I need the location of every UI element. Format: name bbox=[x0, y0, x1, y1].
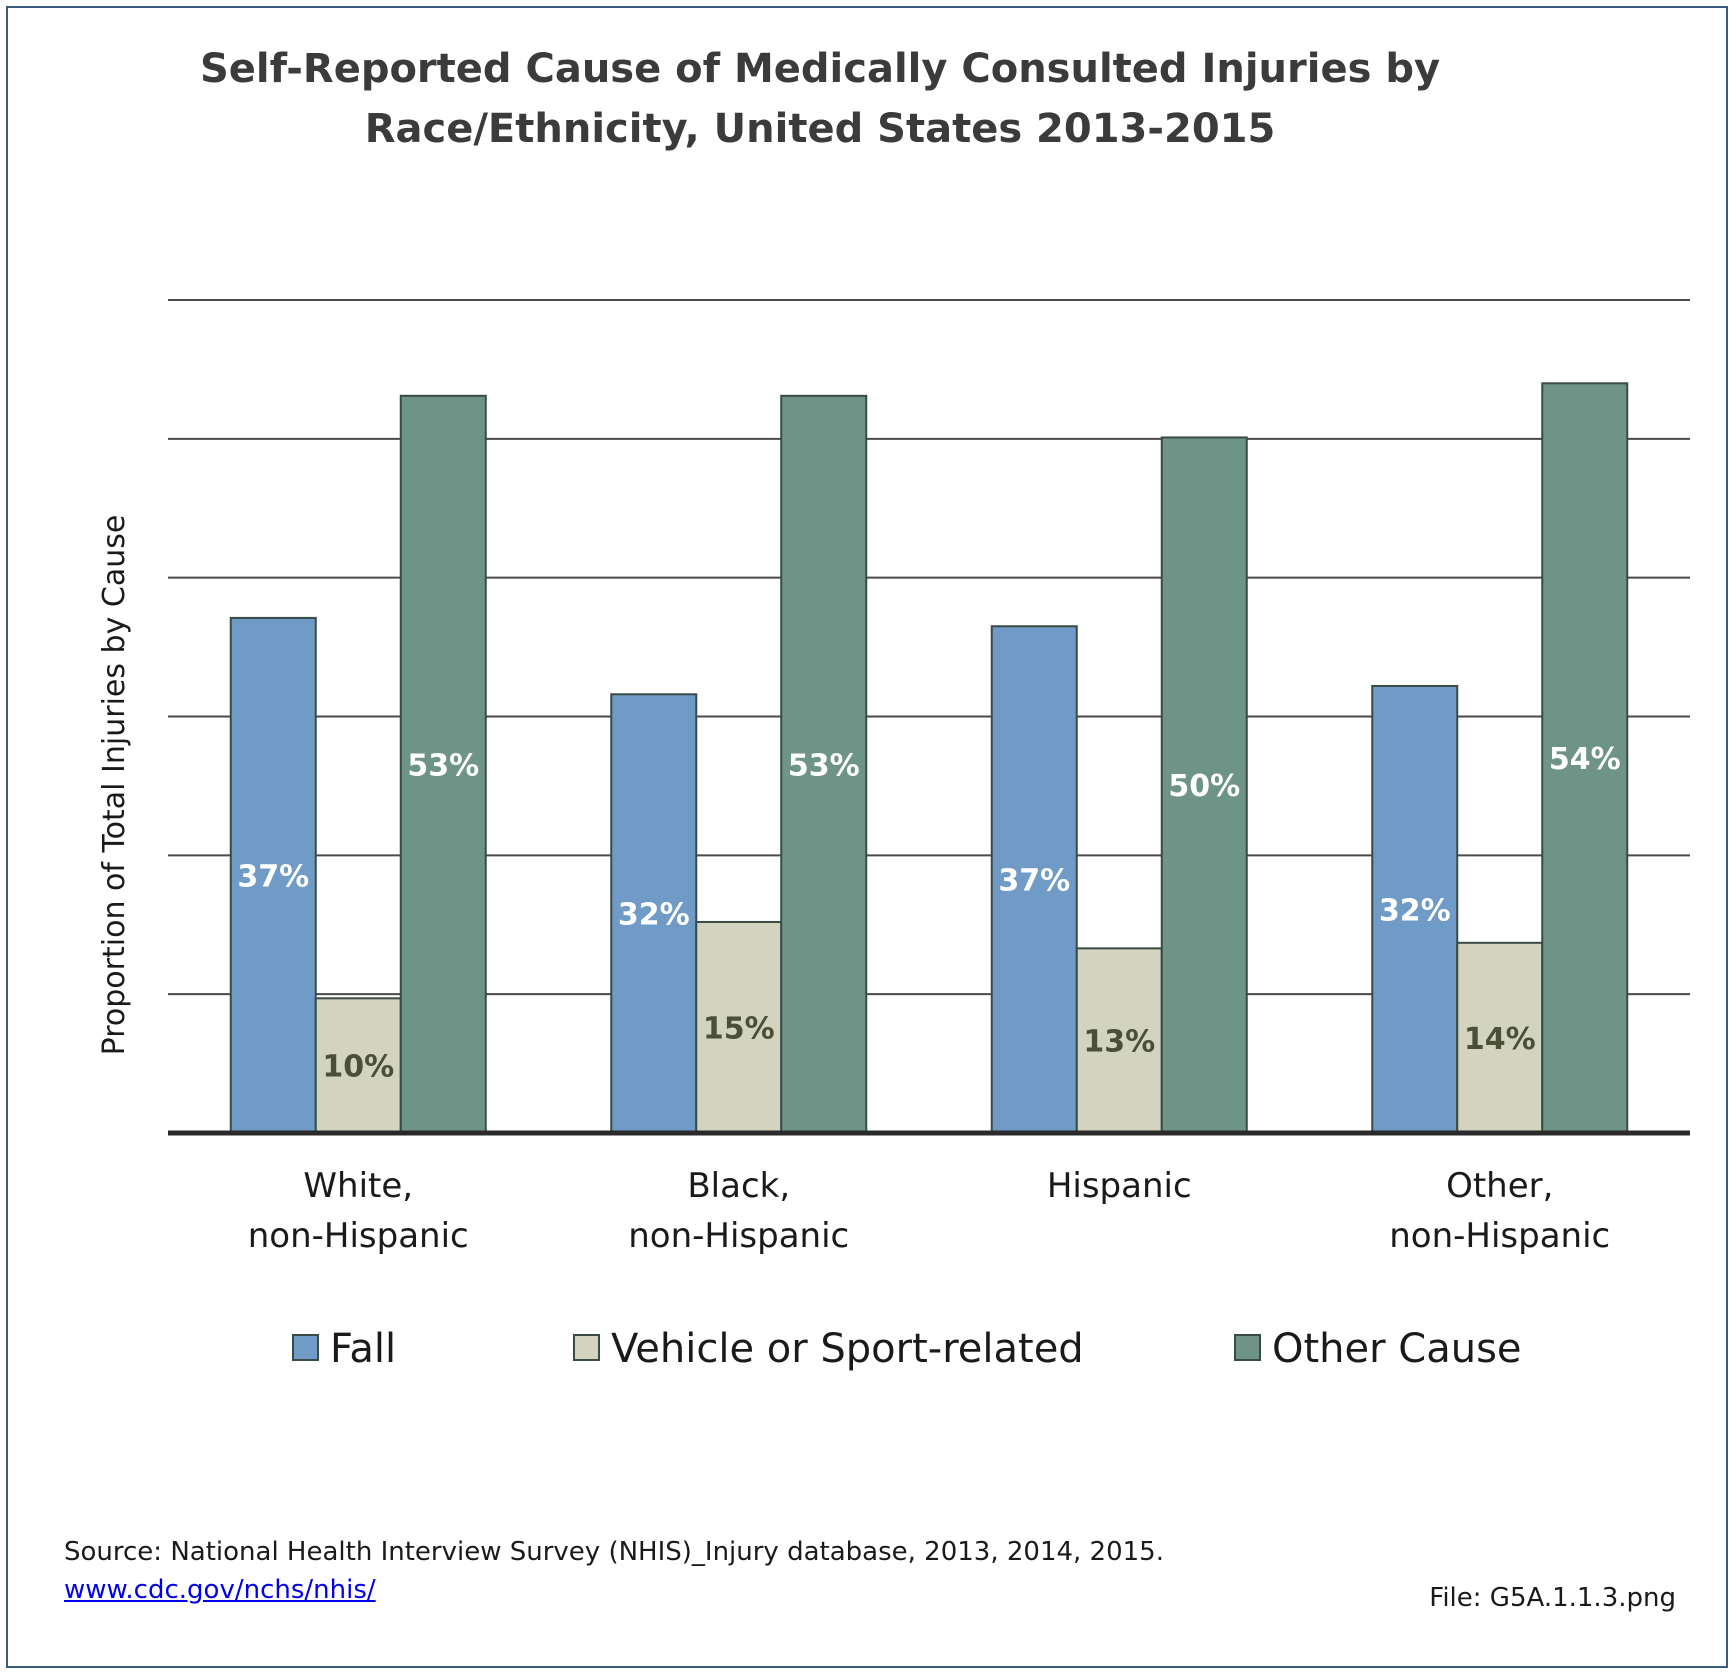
data-label: 15% bbox=[703, 1011, 775, 1046]
legend-label: Fall bbox=[330, 1326, 396, 1372]
data-label: 53% bbox=[407, 748, 479, 783]
legend-label: Other Cause bbox=[1272, 1326, 1522, 1372]
category-label: Hispanic bbox=[1047, 1166, 1192, 1206]
category-label: non-Hispanic bbox=[1389, 1216, 1610, 1256]
bar bbox=[229, 616, 317, 1134]
file-label: File: G5A.1.1.3.png bbox=[1429, 1583, 1676, 1613]
bar bbox=[1075, 947, 1163, 1135]
y-axis-label-group: Proportion of Total Injuries by Cause bbox=[97, 515, 132, 1056]
data-label: 37% bbox=[237, 859, 309, 894]
data-label: 54% bbox=[1549, 742, 1621, 777]
data-labels: 37% 32% 37% 32% 10% 15% 13% 14% 53% 53% 50% 54% bbox=[237, 742, 1620, 1085]
category-label: White, bbox=[303, 1166, 413, 1206]
bar bbox=[1541, 382, 1629, 1134]
data-label: 50% bbox=[1168, 769, 1240, 804]
category-label: Other, bbox=[1446, 1166, 1553, 1206]
legend: Fall Vehicle or Sport-related Other Cause bbox=[292, 1326, 1522, 1372]
bar bbox=[1160, 436, 1248, 1134]
data-label: 32% bbox=[618, 898, 690, 933]
data-label: 37% bbox=[998, 864, 1070, 899]
data-label: 13% bbox=[1083, 1025, 1155, 1060]
bars bbox=[229, 382, 1629, 1135]
bar bbox=[1456, 941, 1544, 1134]
chart-title-line-2: Race/Ethnicity, United States 2013-2015 bbox=[365, 106, 1276, 152]
chart-title-line-1: Self-Reported Cause of Medically Consult… bbox=[200, 46, 1440, 92]
source-text: Source: National Health Interview Survey… bbox=[64, 1537, 1164, 1567]
data-label: 32% bbox=[1379, 893, 1451, 928]
data-label: 10% bbox=[322, 1050, 394, 1085]
legend-label: Vehicle or Sport-related bbox=[611, 1326, 1084, 1372]
chart-title: Self-Reported Cause of Medically Consult… bbox=[200, 46, 1440, 152]
data-label: 53% bbox=[788, 748, 860, 783]
category-labels: White, non-Hispanic Black, non-Hispanic Hisp… bbox=[248, 1166, 1611, 1256]
gridlines bbox=[168, 299, 1690, 996]
source-note: Source: National Health Interview Survey… bbox=[64, 1533, 1164, 1609]
bar bbox=[399, 394, 487, 1135]
legend-swatch bbox=[1234, 1334, 1261, 1361]
category-label: non-Hispanic bbox=[248, 1216, 469, 1256]
data-label: 14% bbox=[1464, 1022, 1536, 1057]
legend-swatch bbox=[292, 1334, 319, 1361]
chart-frame bbox=[6, 6, 1728, 1668]
bar bbox=[610, 693, 698, 1135]
category-label: Black, bbox=[687, 1166, 790, 1206]
legend-swatch bbox=[573, 1334, 600, 1361]
y-axis-label: Proportion of Total Injuries by Cause bbox=[97, 515, 132, 1056]
source-link[interactable]: www.cdc.gov/nchs/nhis/ bbox=[64, 1575, 376, 1605]
category-label: non-Hispanic bbox=[628, 1216, 849, 1256]
